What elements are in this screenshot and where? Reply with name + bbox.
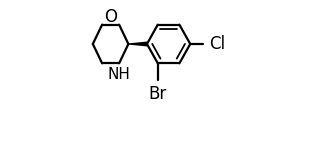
Polygon shape	[128, 41, 147, 46]
Text: Cl: Cl	[209, 35, 225, 53]
Text: O: O	[104, 8, 117, 26]
Text: Br: Br	[149, 85, 167, 103]
Text: NH: NH	[108, 67, 131, 82]
